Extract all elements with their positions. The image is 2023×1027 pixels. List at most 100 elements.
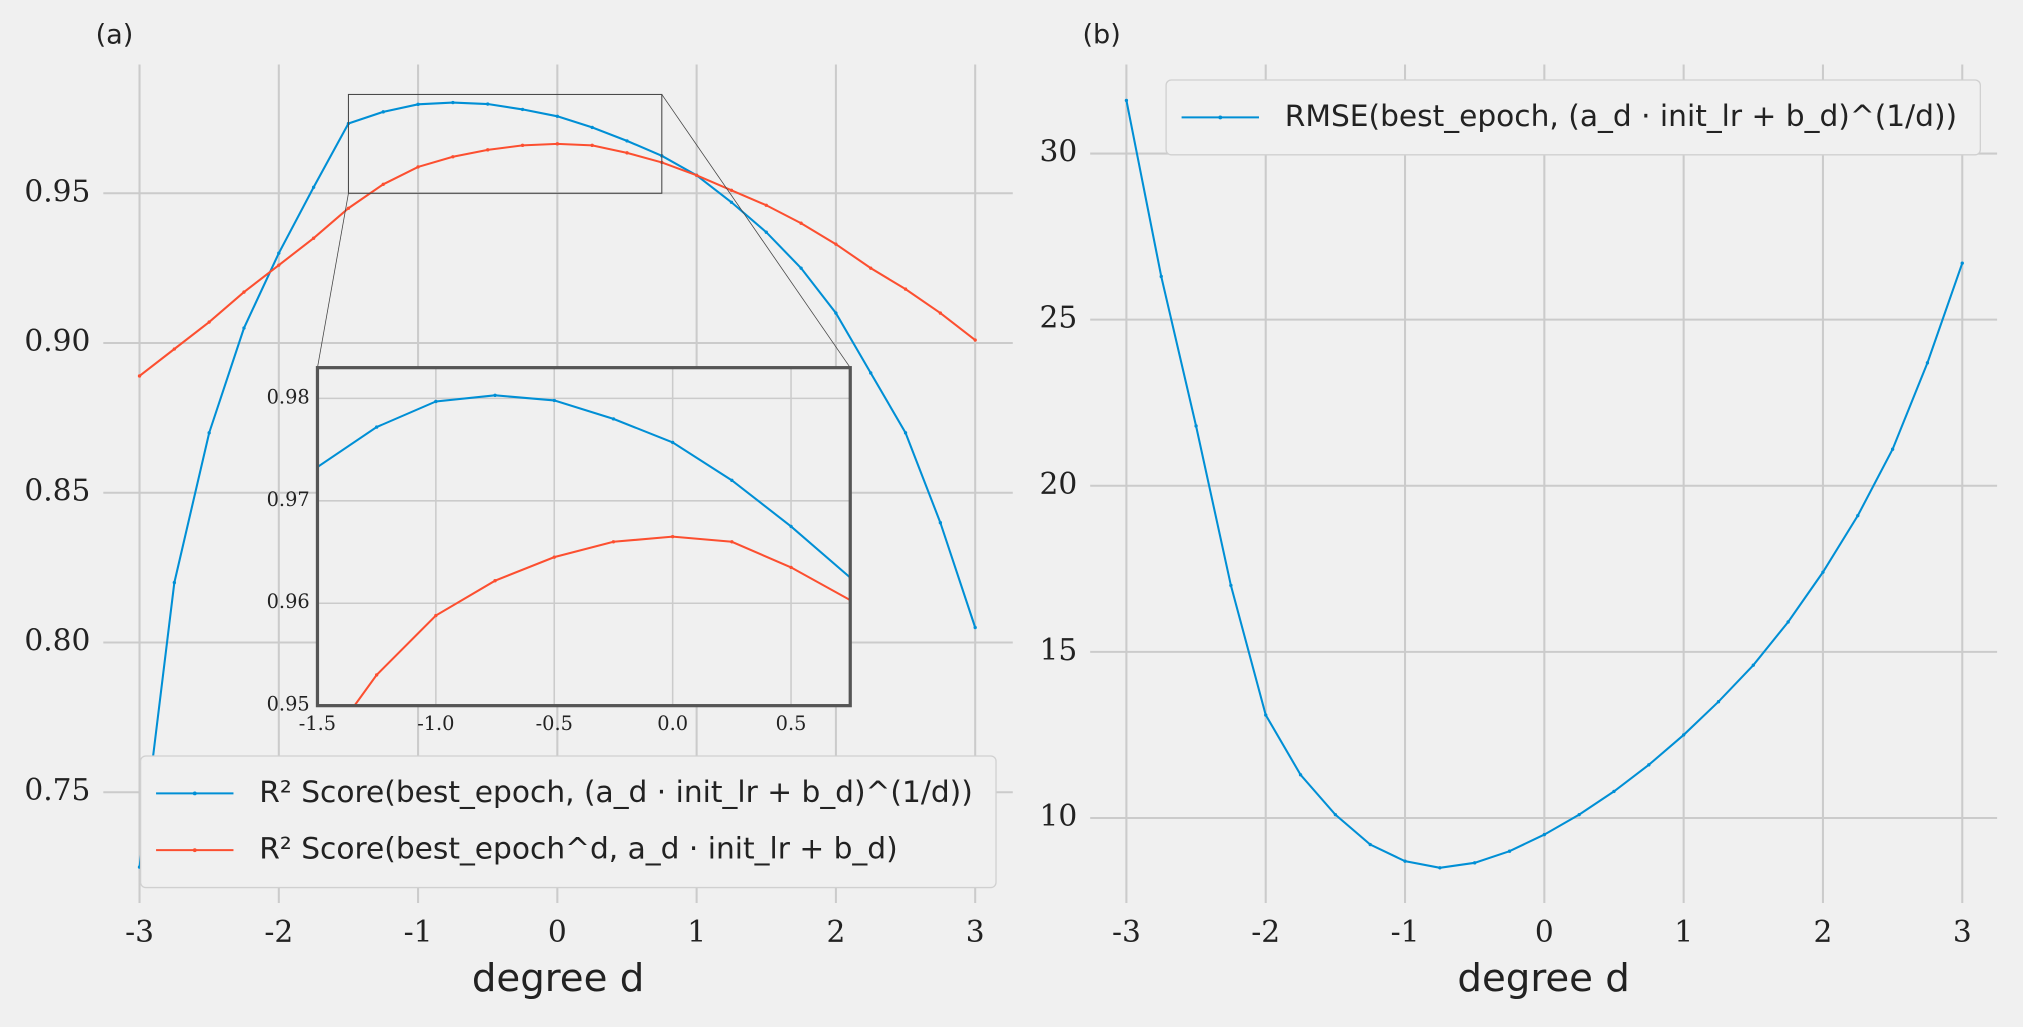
point (764, 230, 768, 234)
y-tick-label: 0.75 (24, 772, 90, 807)
inset-frame (315, 366, 852, 708)
y-tick-label: 25 (1040, 300, 1078, 335)
point (1264, 713, 1268, 717)
point (1856, 513, 1860, 518)
plot-area (317, 393, 851, 706)
plot-area (137, 100, 977, 869)
point (973, 338, 977, 342)
point (694, 173, 699, 177)
point (172, 580, 177, 585)
point (520, 107, 525, 112)
point (799, 266, 803, 270)
point (520, 143, 525, 148)
x-tick-label: -1.5 (299, 712, 336, 735)
point (242, 326, 246, 330)
y-tick-label: 0.98 (267, 385, 310, 408)
y-tick-label: 0.80 (24, 622, 90, 657)
point (730, 540, 734, 544)
point (729, 200, 734, 204)
point (486, 102, 490, 106)
point (1368, 842, 1372, 847)
x-axis-label: degree d (472, 956, 644, 1001)
point (834, 311, 838, 315)
point (1681, 733, 1686, 737)
point (1577, 812, 1581, 817)
point (311, 185, 316, 189)
point (1507, 849, 1512, 853)
point (416, 102, 420, 107)
y-tick-label: 20 (1040, 466, 1078, 501)
point (1612, 789, 1616, 794)
point (381, 182, 385, 186)
panel-label: (a) (96, 20, 134, 51)
point (903, 431, 908, 435)
point (973, 625, 977, 630)
y-tick-label: 30 (1040, 134, 1078, 169)
x-tick-label: 0 (548, 914, 567, 949)
point (789, 524, 793, 529)
point (1333, 812, 1338, 817)
point (869, 371, 873, 375)
x-tick-label: 1 (1674, 914, 1693, 949)
point (277, 251, 281, 255)
legend-swatch-dot (192, 791, 197, 796)
point (451, 100, 455, 105)
subplot: 0.95 0.96 0.97 0.98 -1.5 -1.0 -0.5 0.0 0.5 (267, 93, 852, 735)
y-tick-label: 0.85 (24, 473, 90, 508)
point (451, 155, 455, 159)
x-tick-label: 3 (1953, 914, 1972, 949)
x-tick-label: -1 (404, 914, 433, 949)
point (938, 311, 943, 315)
point (670, 440, 675, 445)
point (1298, 773, 1303, 777)
point (1473, 861, 1477, 865)
point (730, 478, 734, 483)
point (1159, 274, 1163, 279)
x-tick-label: -0.5 (536, 712, 573, 735)
point (590, 125, 594, 130)
point (552, 555, 556, 559)
y-tick-label: 0.90 (24, 323, 90, 358)
point (1890, 447, 1895, 451)
point (1821, 570, 1825, 574)
point (1751, 663, 1755, 667)
legend-label: R² Score(best_epoch^d, a_d · init_lr + b… (259, 831, 897, 866)
point (1786, 620, 1790, 624)
legend: R² Score(best_epoch, (a_d · init_lr + b_… (139, 755, 997, 889)
x-tick-label: -1 (1391, 914, 1420, 949)
point (172, 347, 177, 351)
legend-swatch-dot (1218, 115, 1223, 120)
x-tick-label: -3 (125, 914, 154, 949)
point (374, 425, 379, 429)
x-tick-label: -3 (1112, 914, 1141, 949)
point (834, 242, 838, 246)
x-tick-label: 0.0 (657, 712, 688, 735)
zoom-connector (661, 94, 851, 368)
point (1716, 700, 1721, 704)
subplot: 10 15 20 25 30 -3 -2 -1 0 1 2 3 (b) degree d RMSE(best… (1040, 20, 1998, 1001)
point (729, 188, 734, 192)
point (374, 673, 379, 677)
zoom-connector (317, 193, 349, 368)
point (1960, 261, 1964, 265)
x-tick-label: 3 (966, 914, 985, 949)
point (1229, 583, 1233, 588)
point (611, 540, 616, 544)
x-tick-label: -1.0 (417, 712, 454, 735)
point (611, 417, 616, 421)
point (1647, 763, 1651, 767)
point (493, 579, 497, 583)
plot-area (1124, 98, 1964, 870)
point (486, 148, 490, 152)
point (277, 263, 281, 267)
point (416, 165, 420, 169)
legend: RMSE(best_epoch, (a_d · init_lr + b_d)^(… (1165, 79, 1981, 156)
zoom-box (347, 93, 663, 194)
subplot: 0.75 0.80 0.85 0.90 0.95 -3 -2 -1 0 1 2 3 (a) degree … (24, 20, 1013, 1001)
y-tick-label: 0.97 (267, 488, 310, 511)
point (555, 114, 560, 118)
point (625, 139, 629, 143)
point (764, 203, 768, 207)
series-line (353, 535, 851, 706)
